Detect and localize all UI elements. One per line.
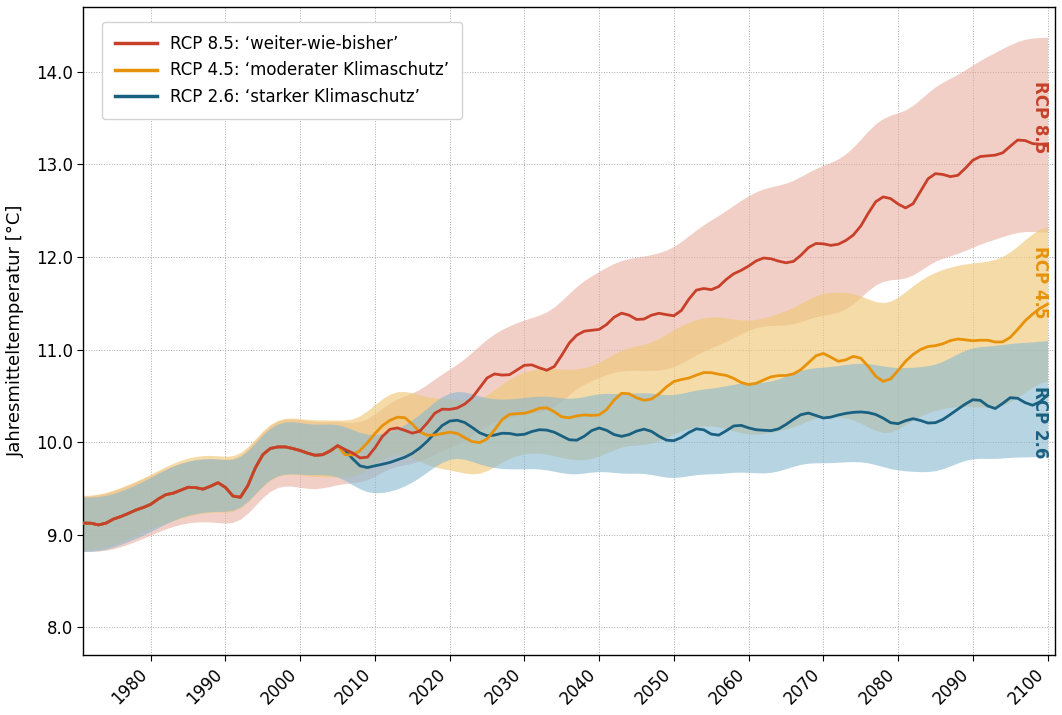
Legend: RCP 8.5: ‘weiter-wie-bisher’, RCP 4.5: ‘moderater Klimaschutz’, RCP 2.6: ‘starke: RCP 8.5: ‘weiter-wie-bisher’, RCP 4.5: ‘… [102,21,462,119]
Text: RCP 2.6: RCP 2.6 [1031,385,1049,458]
Y-axis label: Jahresmitteltemperatur [°C]: Jahresmitteltemperatur [°C] [7,204,24,457]
Text: RCP 4.5: RCP 4.5 [1031,246,1049,319]
Text: RCP 8.5: RCP 8.5 [1031,81,1049,153]
